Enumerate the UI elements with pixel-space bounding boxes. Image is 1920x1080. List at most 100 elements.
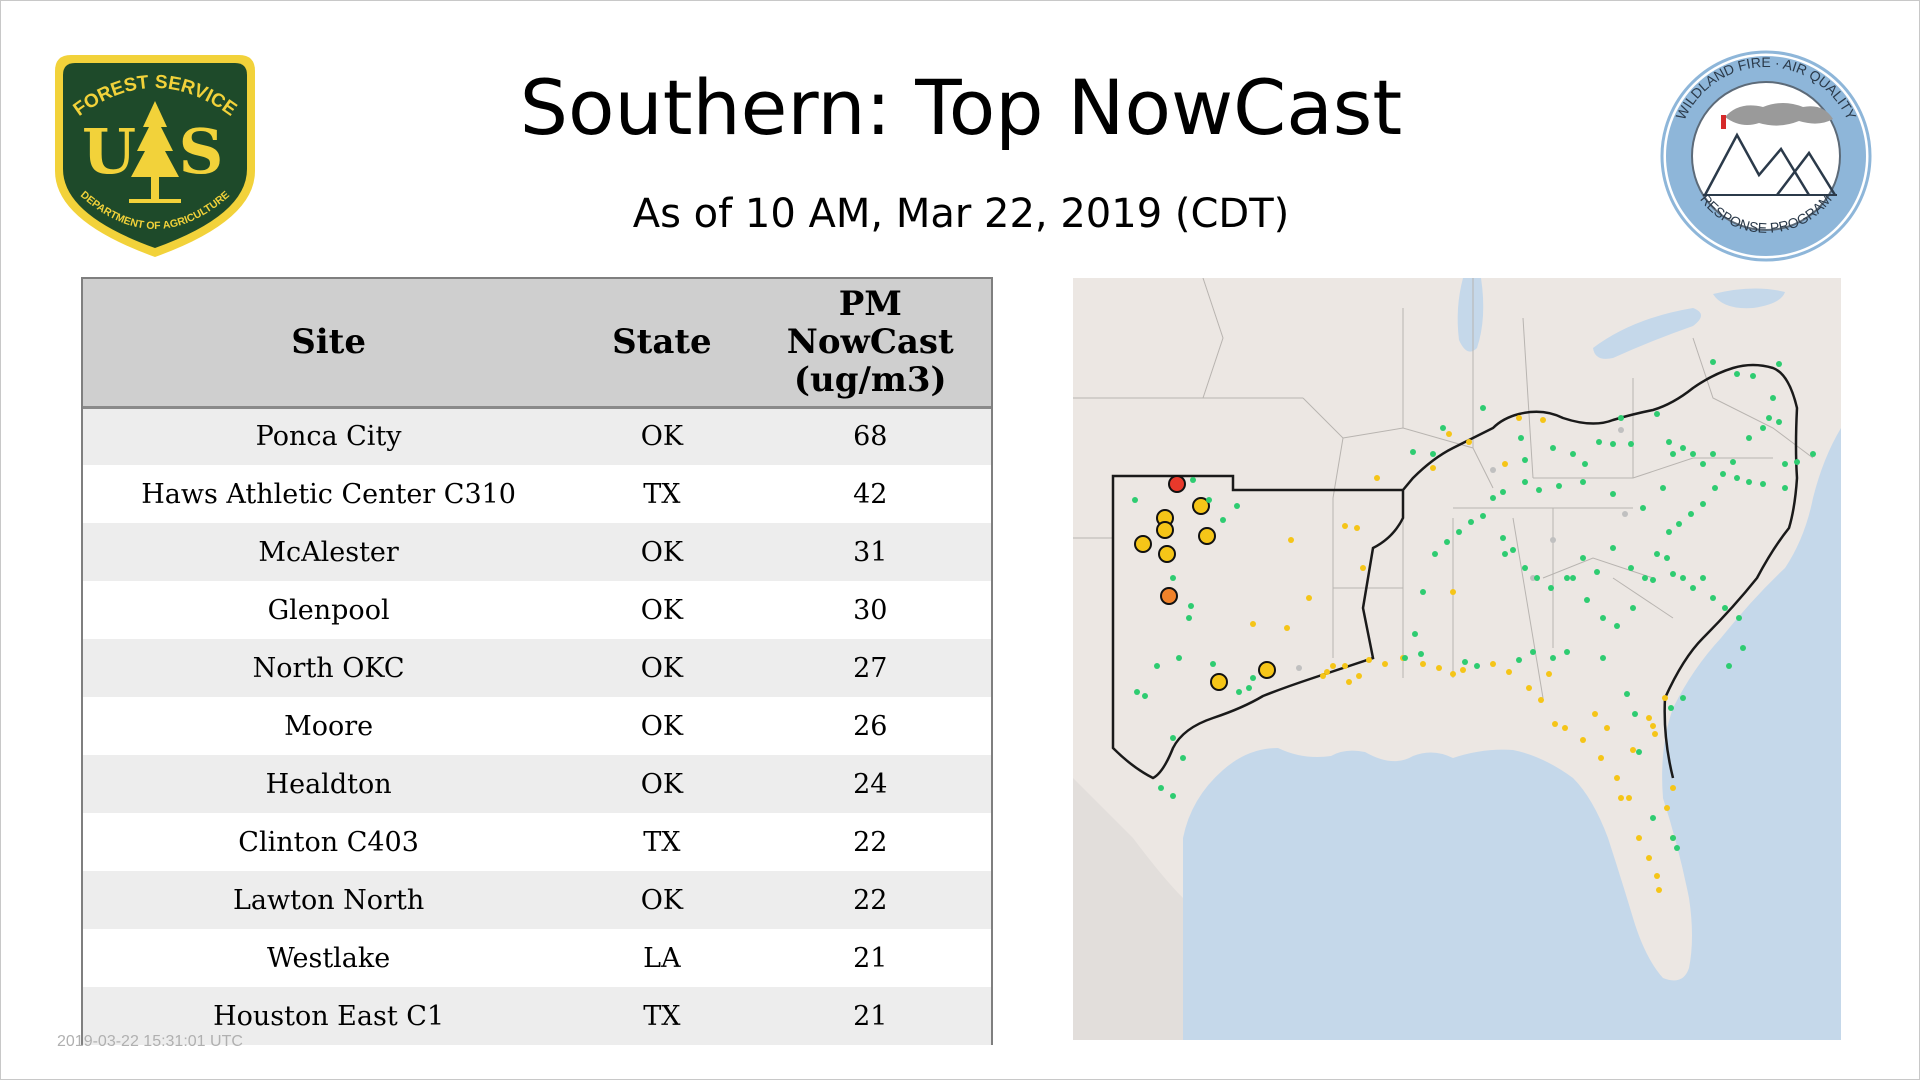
table-row: Moore OK 26 <box>83 697 991 755</box>
monitor-marker <box>1188 603 1194 609</box>
nowcast-table: Site State PM NowCast (ug/m3) Ponca City… <box>81 277 993 1045</box>
monitor-marker <box>1650 723 1656 729</box>
monitor-marker <box>1730 459 1736 465</box>
pm-cell: 26 <box>749 697 991 755</box>
monitor-marker <box>1502 551 1508 557</box>
monitor-marker <box>1192 497 1210 515</box>
monitor-marker <box>1250 675 1256 681</box>
monitor-marker <box>1592 711 1598 717</box>
monitor-marker <box>1654 411 1660 417</box>
table-row: Clinton C403 TX 22 <box>83 813 991 871</box>
monitor-marker <box>1480 513 1486 519</box>
pm-cell: 30 <box>749 581 991 639</box>
monitor-marker <box>1284 625 1290 631</box>
monitor-marker <box>1600 655 1606 661</box>
monitor-marker <box>1210 661 1216 667</box>
table-row: Houston East C1 TX 21 <box>83 987 991 1045</box>
pm-header-line-1: PM <box>838 284 902 325</box>
monitor-marker <box>1628 441 1634 447</box>
monitor-marker <box>1288 537 1294 543</box>
monitor-marker <box>1296 665 1302 671</box>
monitor-marker <box>1466 439 1472 445</box>
monitor-marker <box>1246 685 1252 691</box>
monitor-marker <box>1760 425 1766 431</box>
monitor-marker <box>1570 451 1576 457</box>
map-markers <box>1132 359 1816 893</box>
monitor-marker <box>1740 645 1746 651</box>
monitor-marker <box>1580 555 1586 561</box>
site-cell: Healdton <box>83 755 575 813</box>
table-row: McAlester OK 31 <box>83 523 991 581</box>
monitor-marker <box>1176 655 1182 661</box>
wildland-fire-logo: WILDLAND FIRE · AIR QUALITY RESPONSE PRO… <box>1660 50 1872 262</box>
site-cell: Ponca City <box>83 407 575 465</box>
monitor-marker <box>1168 475 1186 493</box>
monitor-marker <box>1712 485 1718 491</box>
monitor-marker <box>1160 587 1178 605</box>
monitor-marker <box>1206 497 1212 503</box>
monitor-marker <box>1562 725 1568 731</box>
pm-cell: 31 <box>749 523 991 581</box>
table-row: Haws Athletic Center C310 TX 42 <box>83 465 991 523</box>
monitor-marker <box>1460 667 1466 673</box>
fs-letter-u: U <box>82 115 136 188</box>
monitor-marker <box>1540 417 1546 423</box>
monitor-marker <box>1418 651 1424 657</box>
southern-region-outline <box>1111 363 1799 780</box>
monitor-marker <box>1536 487 1542 493</box>
monitor-marker <box>1600 615 1606 621</box>
monitor-marker <box>1490 467 1496 473</box>
monitor-marker <box>1680 575 1686 581</box>
monitor-marker <box>1516 415 1522 421</box>
monitor-marker <box>1550 445 1556 451</box>
monitor-marker <box>1142 693 1148 699</box>
monitor-marker <box>1412 631 1418 637</box>
table-row: Glenpool OK 30 <box>83 581 991 639</box>
pm-cell: 27 <box>749 639 991 697</box>
monitor-marker <box>1170 735 1176 741</box>
state-cell: OK <box>574 697 750 755</box>
state-column-header: State <box>574 279 750 409</box>
monitor-marker <box>1518 435 1524 441</box>
table-row: Ponca City OK 68 <box>83 407 991 465</box>
monitor-marker <box>1330 663 1336 669</box>
monitor-marker <box>1640 505 1646 511</box>
monitor-marker <box>1722 605 1728 611</box>
monitor-marker <box>1548 585 1554 591</box>
monitor-marker <box>1660 485 1666 491</box>
monitor-marker <box>1236 689 1242 695</box>
monitor-marker <box>1632 711 1638 717</box>
monitor-marker <box>1654 873 1660 879</box>
state-cell: OK <box>574 755 750 813</box>
site-cell: Houston East C1 <box>83 987 575 1045</box>
monitor-marker <box>1480 405 1486 411</box>
monitor-marker <box>1662 695 1668 701</box>
monitor-marker <box>1440 425 1446 431</box>
monitor-marker <box>1614 623 1620 629</box>
monitor-marker <box>1534 575 1540 581</box>
monitor-marker <box>1604 725 1610 731</box>
monitor-marker <box>1522 457 1528 463</box>
pm-cell: 42 <box>749 465 991 523</box>
monitor-marker <box>1550 537 1556 543</box>
pm-column-header: PM NowCast (ug/m3) <box>749 279 991 409</box>
pm-cell: 22 <box>749 871 991 929</box>
monitor-marker <box>1342 523 1348 529</box>
monitor-marker <box>1374 475 1380 481</box>
monitor-marker <box>1676 521 1682 527</box>
monitor-marker <box>1746 435 1752 441</box>
page-title: Southern: Top NowCast <box>519 63 1403 152</box>
monitor-marker <box>1564 575 1570 581</box>
monitor-marker <box>1456 529 1462 535</box>
monitor-marker <box>1430 465 1436 471</box>
monitor-marker <box>1776 419 1782 425</box>
monitor-marker <box>1156 521 1174 539</box>
lake-erie <box>1593 308 1701 359</box>
pm-cell: 22 <box>749 813 991 871</box>
monitor-marker <box>1500 535 1506 541</box>
monitor-marker <box>1710 359 1716 365</box>
monitor-marker <box>1610 545 1616 551</box>
monitor-marker <box>1170 575 1176 581</box>
table-row: Lawton North OK 22 <box>83 871 991 929</box>
